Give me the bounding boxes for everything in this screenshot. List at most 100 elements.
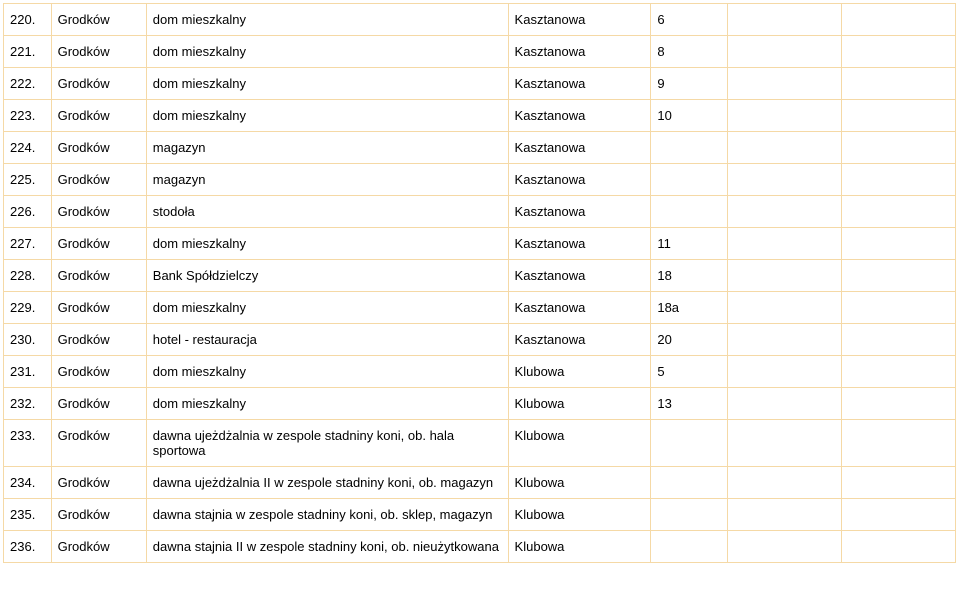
cell-house-number: 10: [651, 100, 727, 132]
cell-number: 231.: [4, 356, 52, 388]
table-row: 221.Grodkówdom mieszkalnyKasztanowa8: [4, 36, 956, 68]
cell-number: 225.: [4, 164, 52, 196]
table-row: 226.GrodkówstodołaKasztanowa: [4, 196, 956, 228]
cell-number: 236.: [4, 531, 52, 563]
cell-number: 226.: [4, 196, 52, 228]
cell-place: Grodków: [51, 499, 146, 531]
cell-street: Kasztanowa: [508, 228, 651, 260]
table-row: 235.Grodkówdawna stajnia w zespole stadn…: [4, 499, 956, 531]
cell-street: Kasztanowa: [508, 100, 651, 132]
cell-house-number: [651, 420, 727, 467]
cell-number: 222.: [4, 68, 52, 100]
cell-place: Grodków: [51, 531, 146, 563]
cell-street: Klubowa: [508, 388, 651, 420]
cell-number: 234.: [4, 467, 52, 499]
cell-number: 229.: [4, 292, 52, 324]
cell-description: dawna stajnia II w zespole stadniny koni…: [146, 531, 508, 563]
cell-house-number: 8: [651, 36, 727, 68]
cell-house-number: [651, 164, 727, 196]
table-row: 234.Grodkówdawna ujeżdżalnia II w zespol…: [4, 467, 956, 499]
cell-street: Kasztanowa: [508, 260, 651, 292]
cell-street: Klubowa: [508, 531, 651, 563]
cell-number: 228.: [4, 260, 52, 292]
cell-description: magazyn: [146, 132, 508, 164]
cell-description: dom mieszkalny: [146, 388, 508, 420]
cell-place: Grodków: [51, 68, 146, 100]
cell-empty-1: [727, 196, 841, 228]
cell-number: 223.: [4, 100, 52, 132]
cell-empty-1: [727, 132, 841, 164]
cell-empty-1: [727, 228, 841, 260]
cell-description: dom mieszkalny: [146, 228, 508, 260]
cell-street: Kasztanowa: [508, 164, 651, 196]
cell-number: 235.: [4, 499, 52, 531]
cell-place: Grodków: [51, 260, 146, 292]
cell-place: Grodków: [51, 164, 146, 196]
cell-description: dom mieszkalny: [146, 356, 508, 388]
cell-empty-2: [841, 164, 955, 196]
cell-empty-1: [727, 499, 841, 531]
cell-empty-2: [841, 228, 955, 260]
cell-place: Grodków: [51, 324, 146, 356]
cell-empty-1: [727, 292, 841, 324]
cell-house-number: 5: [651, 356, 727, 388]
cell-description: magazyn: [146, 164, 508, 196]
cell-empty-1: [727, 420, 841, 467]
cell-street: Klubowa: [508, 467, 651, 499]
table-row: 222.Grodkówdom mieszkalnyKasztanowa9: [4, 68, 956, 100]
table-row: 220.Grodkówdom mieszkalnyKasztanowa6: [4, 4, 956, 36]
cell-house-number: [651, 531, 727, 563]
cell-description: dom mieszkalny: [146, 4, 508, 36]
cell-description: dawna ujeżdżalnia II w zespole stadniny …: [146, 467, 508, 499]
table-row: 230.Grodkówhotel - restauracjaKasztanowa…: [4, 324, 956, 356]
cell-empty-1: [727, 388, 841, 420]
cell-empty-1: [727, 164, 841, 196]
cell-empty-2: [841, 36, 955, 68]
cell-street: Kasztanowa: [508, 324, 651, 356]
cell-description: dom mieszkalny: [146, 68, 508, 100]
table-row: 229.Grodkówdom mieszkalnyKasztanowa18a: [4, 292, 956, 324]
cell-house-number: [651, 196, 727, 228]
cell-empty-1: [727, 100, 841, 132]
cell-empty-2: [841, 499, 955, 531]
cell-place: Grodków: [51, 4, 146, 36]
cell-street: Klubowa: [508, 499, 651, 531]
cell-number: 220.: [4, 4, 52, 36]
cell-empty-1: [727, 531, 841, 563]
table-row: 225.GrodkówmagazynKasztanowa: [4, 164, 956, 196]
cell-street: Kasztanowa: [508, 68, 651, 100]
cell-empty-1: [727, 467, 841, 499]
cell-description: stodoła: [146, 196, 508, 228]
cell-place: Grodków: [51, 196, 146, 228]
cell-street: Kasztanowa: [508, 132, 651, 164]
cell-description: hotel - restauracja: [146, 324, 508, 356]
cell-number: 227.: [4, 228, 52, 260]
cell-street: Klubowa: [508, 356, 651, 388]
table-row: 231.Grodkówdom mieszkalnyKlubowa5: [4, 356, 956, 388]
cell-place: Grodków: [51, 467, 146, 499]
cell-street: Kasztanowa: [508, 196, 651, 228]
cell-street: Kasztanowa: [508, 36, 651, 68]
cell-empty-2: [841, 388, 955, 420]
cell-description: dom mieszkalny: [146, 36, 508, 68]
cell-empty-2: [841, 196, 955, 228]
cell-place: Grodków: [51, 100, 146, 132]
cell-house-number: 6: [651, 4, 727, 36]
cell-description: Bank Spółdzielczy: [146, 260, 508, 292]
cell-description: dawna stajnia w zespole stadniny koni, o…: [146, 499, 508, 531]
table-row: 227.Grodkówdom mieszkalnyKasztanowa11: [4, 228, 956, 260]
cell-number: 230.: [4, 324, 52, 356]
cell-house-number: 9: [651, 68, 727, 100]
cell-street: Kasztanowa: [508, 4, 651, 36]
cell-number: 233.: [4, 420, 52, 467]
cell-description: dawna ujeżdżalnia w zespole stadniny kon…: [146, 420, 508, 467]
cell-place: Grodków: [51, 420, 146, 467]
cell-place: Grodków: [51, 292, 146, 324]
cell-empty-2: [841, 260, 955, 292]
document-table: 220.Grodkówdom mieszkalnyKasztanowa6221.…: [3, 3, 956, 563]
cell-street: Klubowa: [508, 420, 651, 467]
cell-place: Grodków: [51, 388, 146, 420]
cell-description: dom mieszkalny: [146, 292, 508, 324]
cell-house-number: 20: [651, 324, 727, 356]
cell-house-number: [651, 132, 727, 164]
